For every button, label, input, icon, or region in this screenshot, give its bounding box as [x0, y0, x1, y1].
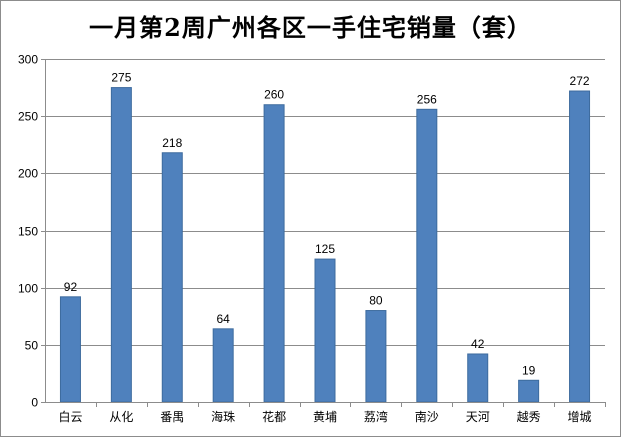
x-tick-label: 番禺: [160, 410, 184, 424]
x-tick-label: 越秀: [517, 410, 541, 424]
x-tick-label: 增城: [568, 410, 592, 424]
x-tick-label: 天河: [466, 410, 490, 424]
bar: [263, 104, 285, 403]
bar: [110, 87, 132, 403]
y-tick-label: 200: [18, 167, 38, 181]
y-axis: 0 50 100 150 200 250 300: [18, 53, 46, 410]
data-label: 92: [64, 280, 78, 294]
bar: [467, 353, 489, 403]
x-tick-label: 从化: [109, 410, 133, 424]
y-tick-label: 100: [18, 282, 38, 296]
bar: [59, 296, 81, 403]
data-label: 218: [162, 136, 182, 150]
data-label: 275: [111, 71, 131, 85]
x-axis: 白云 从化 番禺 海珠 花都 黄埔 荔湾 南沙 天河 越秀 增城: [41, 402, 606, 424]
bars: [59, 87, 591, 403]
bar: [569, 90, 591, 403]
bar: [161, 152, 183, 403]
data-label: 272: [570, 74, 590, 88]
x-tick-label: 海珠: [211, 409, 235, 424]
data-label: 80: [369, 294, 383, 308]
x-tick-label: 白云: [58, 409, 82, 424]
bar: [212, 328, 234, 403]
bar: [314, 258, 336, 403]
bar: [416, 108, 438, 403]
bar: [365, 310, 387, 403]
y-tick-label: 50: [25, 339, 39, 353]
x-tick-label: 黄埔: [313, 410, 337, 424]
y-tick-label: 0: [31, 396, 38, 410]
data-label: 64: [217, 312, 231, 326]
data-label: 125: [315, 242, 335, 256]
data-label: 42: [471, 337, 485, 351]
x-tick-label: 荔湾: [364, 409, 388, 424]
x-tick-label: 花都: [262, 409, 286, 424]
y-tick-label: 150: [18, 225, 38, 239]
data-label: 260: [264, 88, 284, 102]
x-tick-label: 南沙: [415, 409, 439, 424]
bar: [518, 379, 540, 403]
y-tick-label: 250: [18, 110, 38, 124]
y-tick-label: 300: [18, 53, 38, 67]
chart-title: 一月第2周广州各区一手住宅销量（套）: [89, 13, 532, 42]
data-label: 256: [417, 92, 437, 106]
data-label: 19: [522, 363, 536, 377]
data-labels: 92 275 218 64 260 125 80 256 42 19 272: [64, 71, 590, 378]
